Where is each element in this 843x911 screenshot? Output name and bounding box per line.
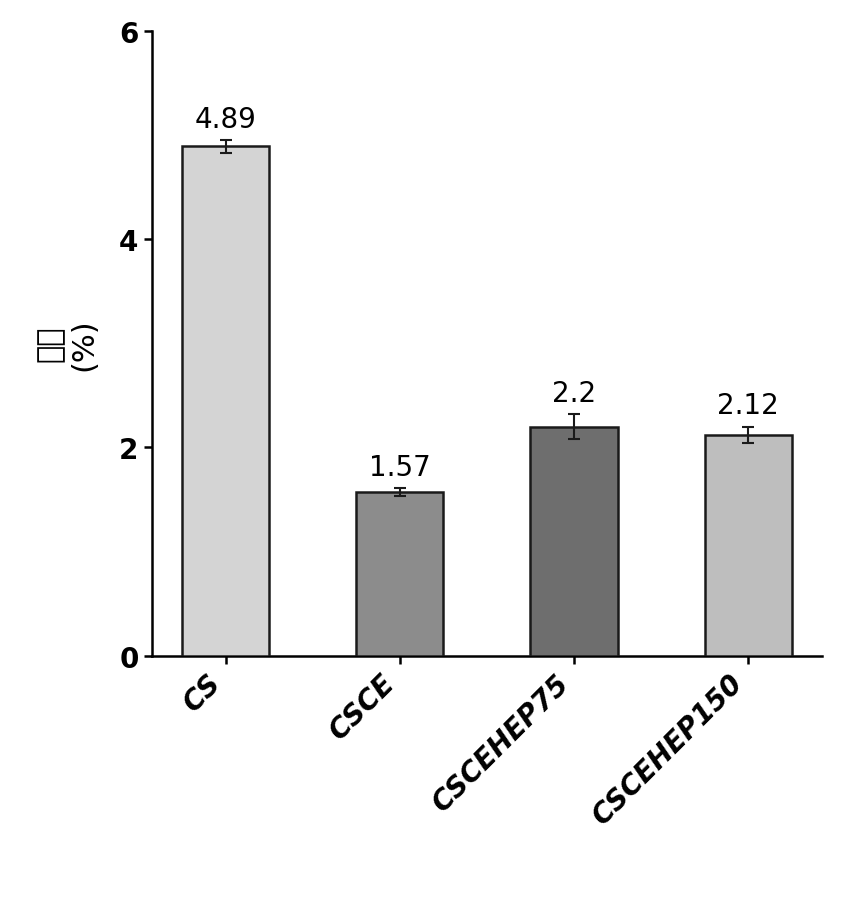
Y-axis label: 应变
(%): 应变 (%) (35, 318, 99, 370)
Text: 4.89: 4.89 (195, 106, 256, 134)
Text: 2.2: 2.2 (552, 379, 596, 407)
Bar (530, 427, 618, 656)
Text: 2.12: 2.12 (717, 392, 779, 420)
Bar (357, 493, 443, 656)
Bar (705, 435, 792, 656)
Bar (182, 148, 269, 656)
Text: 1.57: 1.57 (369, 453, 431, 481)
